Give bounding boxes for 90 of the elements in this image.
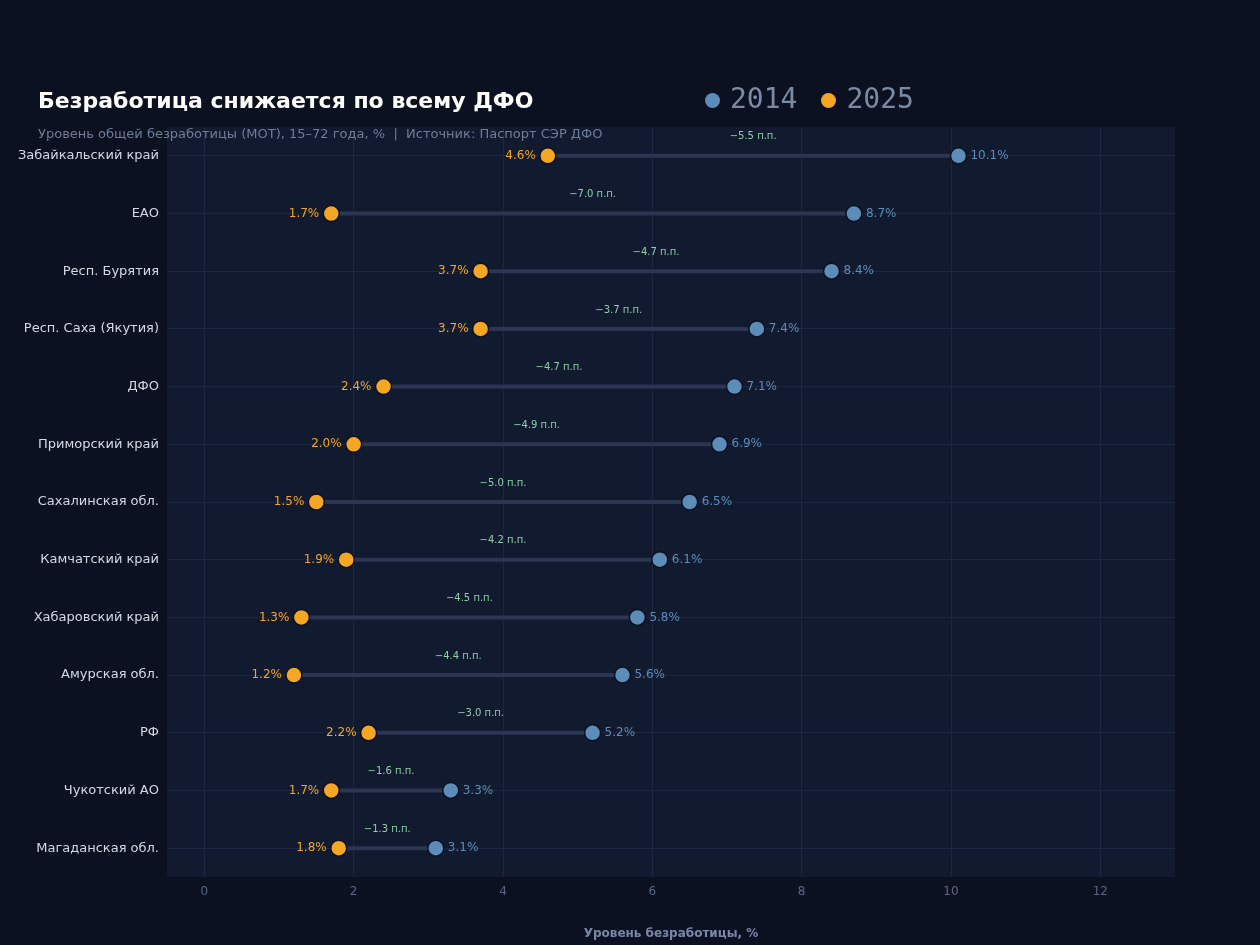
annotation: −4.5 п.п. xyxy=(445,591,493,603)
data-label: 8.7% xyxy=(865,205,897,220)
data-label: 5.8% xyxy=(649,609,680,624)
x-tick-label: 6 xyxy=(648,884,657,899)
y-tick-label: Магаданская обл. xyxy=(36,839,159,855)
point xyxy=(845,204,863,223)
data-label: 5.2% xyxy=(604,724,636,739)
annotation: −1.6 п.п. xyxy=(367,765,415,777)
x-tick-label: 4 xyxy=(499,884,507,899)
data-label: 8.4% xyxy=(843,263,875,278)
data-label: 1.3% xyxy=(258,609,290,624)
annotation: −4.7 п.п. xyxy=(632,245,680,257)
data-label: 1.7% xyxy=(288,205,320,220)
point xyxy=(949,147,968,165)
point xyxy=(583,724,602,742)
point xyxy=(680,493,699,511)
data-label: 1.8% xyxy=(296,840,327,855)
point xyxy=(322,204,341,223)
x-tick-label: 10 xyxy=(943,884,959,899)
annotation: −1.3 п.п. xyxy=(363,822,411,834)
point xyxy=(427,839,445,857)
y-tick-label: ДФО xyxy=(127,377,159,393)
point xyxy=(374,377,393,396)
point xyxy=(725,377,744,396)
legend-label: 2025 xyxy=(845,82,914,115)
annotation: −3.0 п.п. xyxy=(457,707,505,719)
data-label: 7.4% xyxy=(768,321,800,336)
data-label: 6.9% xyxy=(731,436,763,451)
data-label: 3.1% xyxy=(447,840,479,855)
point xyxy=(822,262,841,280)
point xyxy=(441,781,460,800)
annotation: −5.0 п.п. xyxy=(479,476,527,488)
point xyxy=(710,435,729,454)
annotation: −5.5 п.п. xyxy=(729,130,777,142)
data-label: 1.7% xyxy=(288,782,320,797)
x-tick-label: 2 xyxy=(349,884,358,899)
y-tick-label: Сахалинская обл. xyxy=(37,493,159,509)
data-label: 1.5% xyxy=(273,494,305,509)
point xyxy=(628,608,647,627)
point xyxy=(651,550,669,569)
data-label: 5.6% xyxy=(634,667,665,682)
y-tick-label: Камчатский край xyxy=(40,551,159,567)
point xyxy=(322,781,341,800)
data-label: 2.4% xyxy=(341,378,372,393)
point xyxy=(329,839,348,857)
data-label: 3.7% xyxy=(438,321,469,336)
data-label: 7.1% xyxy=(746,378,777,393)
point xyxy=(292,608,311,627)
chart-subtitle: Уровень общей безработицы (МОТ), 15–72 года, % | Источник: Паспорт СЭР ДФО xyxy=(38,126,603,141)
point xyxy=(613,666,632,684)
y-tick-label: Хабаровский край xyxy=(33,608,159,624)
annotation: −4.9 п.п. xyxy=(513,418,561,430)
x-tick-label: 12 xyxy=(1092,884,1108,899)
point xyxy=(471,262,490,280)
x-tick-label: 0 xyxy=(200,884,209,899)
legend-label: 2014 xyxy=(729,82,798,115)
data-label: 3.7% xyxy=(438,263,469,278)
y-tick-label: Чукотский АО xyxy=(63,781,159,797)
y-tick-label: Амурская обл. xyxy=(61,666,159,682)
x-tick-label: 8 xyxy=(797,884,806,899)
data-label: 4.6% xyxy=(505,147,536,162)
point xyxy=(359,724,378,742)
annotation: −3.7 п.п. xyxy=(595,303,643,315)
data-label: 2.0% xyxy=(311,436,342,451)
data-label: 1.2% xyxy=(251,667,282,682)
data-label: 6.5% xyxy=(701,494,733,509)
point xyxy=(344,435,363,454)
y-tick-label: Приморский край xyxy=(37,435,159,451)
point xyxy=(748,320,766,338)
annotation: −4.2 п.п. xyxy=(479,534,527,546)
point xyxy=(337,550,355,569)
y-tick-label: ЕАО xyxy=(131,204,159,220)
point xyxy=(471,320,490,338)
point xyxy=(539,147,557,165)
y-tick-label: Забайкальский край xyxy=(17,147,159,163)
data-label: 3.3% xyxy=(462,782,494,797)
data-label: 1.9% xyxy=(303,551,335,566)
y-tick-label: Респ. Саха (Якутия) xyxy=(23,320,159,336)
chart-title: Безработица снижается по всему ДФО xyxy=(38,88,534,113)
annotation: −4.4 п.п. xyxy=(434,649,482,661)
data-label: 10.1% xyxy=(970,147,1009,162)
y-tick-label: Респ. Бурятия xyxy=(62,262,159,278)
point xyxy=(307,493,326,511)
point xyxy=(285,666,303,684)
annotation: −7.0 п.п. xyxy=(569,188,617,200)
data-label: 6.1% xyxy=(671,551,703,566)
annotation: −4.7 п.п. xyxy=(535,361,583,373)
y-tick-label: РФ xyxy=(139,724,159,740)
x-axis-title: Уровень безработицы, % xyxy=(583,925,759,940)
data-label: 2.2% xyxy=(326,724,357,739)
